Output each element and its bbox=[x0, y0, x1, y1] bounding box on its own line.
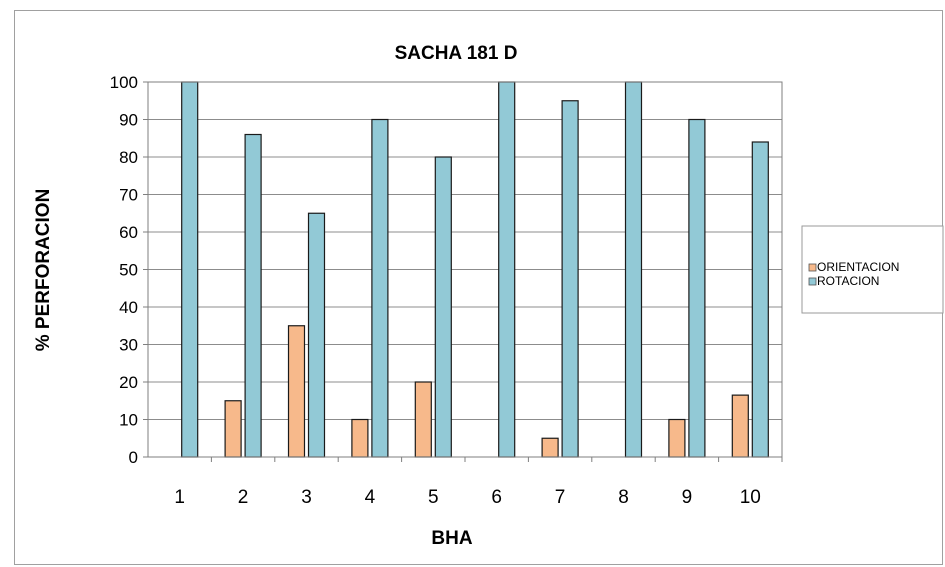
bar-rotacion-4 bbox=[371, 118, 389, 458]
y-tick-label: 0 bbox=[129, 448, 138, 467]
chart-frame bbox=[14, 10, 943, 565]
bar-rotacion-3 bbox=[307, 212, 326, 458]
bar-orientacion-2 bbox=[224, 400, 242, 458]
x-tick-label: 1 bbox=[174, 487, 185, 508]
y-tick-label: 20 bbox=[119, 373, 138, 392]
x-tick-labels: 1 2 3 4 5 6 7 8 9 10 bbox=[174, 487, 760, 508]
y-tick-label: 10 bbox=[119, 411, 138, 430]
bar-rotacion-1 bbox=[181, 81, 199, 458]
bar-rotacion-2 bbox=[244, 133, 262, 458]
bar-orientacion-5 bbox=[414, 381, 432, 458]
bar-rotacion-5 bbox=[434, 156, 452, 458]
x-axis-label: BHA bbox=[431, 528, 472, 549]
legend-swatch-rotacion bbox=[808, 277, 817, 286]
legend-label-orientacion: ORIENTACION bbox=[817, 260, 899, 274]
bar-orientacion-7 bbox=[541, 437, 559, 458]
x-tick-label: 6 bbox=[491, 487, 502, 508]
bar-rotacion-6 bbox=[498, 81, 516, 458]
x-tick-label: 4 bbox=[365, 487, 376, 508]
legend-swatch-orientacion bbox=[808, 263, 817, 272]
bar-rotacion-10 bbox=[751, 141, 769, 458]
x-tick-label: 5 bbox=[428, 487, 439, 508]
y-tick-label: 70 bbox=[119, 186, 138, 205]
bar-rotacion-7 bbox=[561, 100, 579, 458]
legend: ORIENTACION ROTACION bbox=[801, 225, 944, 314]
y-tick-label: 60 bbox=[119, 223, 138, 242]
x-tick-label: 2 bbox=[238, 487, 249, 508]
bar-orientacion-4 bbox=[351, 418, 369, 458]
y-tick-label: 30 bbox=[119, 336, 138, 355]
chart-title: SACHA 181 D bbox=[395, 43, 518, 64]
bar-orientacion-3 bbox=[287, 325, 306, 458]
y-axis-label: % PERFORACION bbox=[33, 189, 54, 352]
bar-orientacion-9 bbox=[668, 418, 686, 458]
y-tick-label: 50 bbox=[119, 261, 138, 280]
y-tick-label: 40 bbox=[119, 298, 138, 317]
x-tick-label: 7 bbox=[555, 487, 566, 508]
y-tick-labels: 0 10 20 30 40 50 60 70 80 90 100 bbox=[110, 73, 138, 467]
bar-rotacion-9 bbox=[688, 118, 706, 458]
x-tick-label: 3 bbox=[301, 487, 312, 508]
x-tick-label: 8 bbox=[618, 487, 629, 508]
y-tick-label: 80 bbox=[119, 148, 138, 167]
legend-box bbox=[801, 225, 944, 314]
y-tick-label: 100 bbox=[110, 73, 138, 92]
y-tick-label: 90 bbox=[119, 111, 138, 130]
x-tick-label: 9 bbox=[682, 487, 693, 508]
plot-area-border bbox=[147, 81, 783, 458]
bar-rotacion-8 bbox=[624, 81, 643, 458]
legend-label-rotacion: ROTACION bbox=[817, 274, 879, 288]
bar-orientacion-10 bbox=[731, 394, 749, 458]
x-tick-label: 10 bbox=[740, 487, 761, 508]
